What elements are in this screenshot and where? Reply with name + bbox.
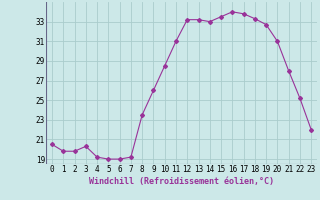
X-axis label: Windchill (Refroidissement éolien,°C): Windchill (Refroidissement éolien,°C) (89, 177, 274, 186)
